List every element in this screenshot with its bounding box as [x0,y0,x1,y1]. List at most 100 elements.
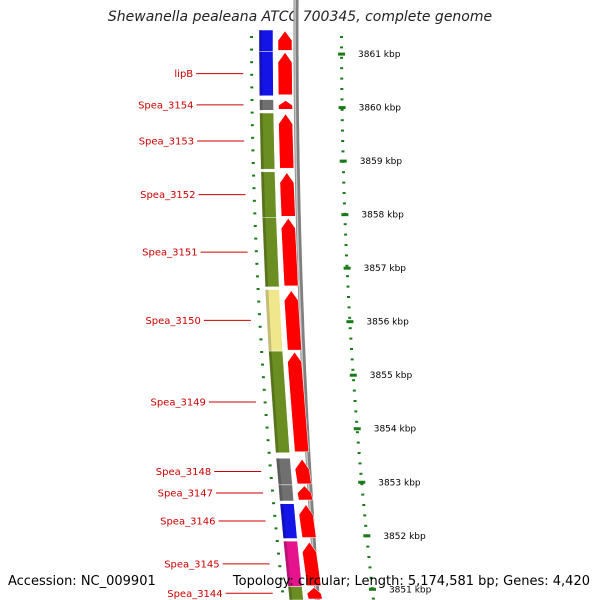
minor-tick-left [261,376,265,379]
gene-label: Spea_3147 [158,488,213,499]
minor-tick-left [250,86,254,89]
minor-tick-right [348,316,352,319]
kbp-label: 3854 kbp [374,425,417,435]
minor-tick-left [255,262,259,265]
minor-tick-left [269,477,273,479]
kbp-label: 3856 kbp [366,318,409,328]
minor-tick-right [371,597,375,600]
gene-bar [262,217,280,288]
label-leader-lines [196,73,273,594]
minor-tick-right [362,504,366,506]
strand-arrow [306,587,323,600]
minor-tick-right [344,244,348,246]
minor-tick-left [274,527,278,530]
strand-arrow [278,113,295,169]
minor-tick-left [275,540,279,542]
kbp-label: 3861 kbp [358,50,401,60]
major-tick [346,320,354,324]
minor-tick-right [369,576,373,579]
minor-tick-left [273,514,277,517]
major-tick [343,266,351,270]
gene-label: Spea_3146 [160,517,215,528]
minor-tick-left [253,212,257,215]
gene-bar-shade [262,217,269,287]
minor-tick-right [340,36,344,38]
major-tick [338,106,346,110]
strand-arrow [284,290,302,351]
minor-tick-left [281,590,285,593]
gene-bar-shade [276,458,282,485]
minor-tick-right [340,98,344,101]
minor-tick-right [363,514,367,517]
gene-bar-shade [259,99,263,111]
minor-tick-right [361,493,365,496]
minor-tick-left [263,401,267,404]
minor-tick-right [341,150,345,153]
gene-bar-shade [288,586,293,600]
kbp-label: 3857 kbp [364,264,407,274]
minor-tick-left [264,414,268,416]
minor-tick-right [359,472,363,475]
minor-tick-right [354,410,358,413]
strand-arrow [297,485,314,501]
minor-tick-right [340,129,344,132]
minor-tick-right [356,441,360,444]
minor-tick-right [340,46,344,49]
minor-tick-right [347,306,351,309]
strand-arrow [277,51,293,96]
minor-tick-right [357,452,361,454]
minor-tick-right [340,119,344,122]
minor-tick-right [346,285,350,288]
gene-label: Spea_3148 [156,467,211,478]
accession-text: Accession: NC_009901 [8,574,156,589]
gene-label: Spea_3152 [140,190,195,201]
gene-bar-shade [280,503,287,539]
gene-label: Spea_3149 [150,397,205,408]
kbp-label: 3858 kbp [361,211,404,221]
major-tick [349,373,357,377]
gene-label: Spea_3145 [164,559,219,570]
minor-tick-right [340,108,344,111]
kbp-label: 3855 kbp [370,371,413,381]
minor-tick-right [350,358,354,361]
gene-label: lipB [174,69,193,80]
minor-tick-left [252,199,256,202]
minor-tick-right [340,67,344,70]
minor-tick-left [250,61,254,64]
minor-tick-right [347,296,351,298]
minor-tick-right [360,483,364,486]
minor-tick-left [252,174,256,177]
gene-bar-shade [265,289,272,352]
minor-tick-left [250,73,254,76]
gene-labels: lipB Spea_3154 Spea_3153 Spea_3152 Spea_3151… [138,69,223,600]
gene-bar [268,350,290,454]
kbp-labels: 3861 kbp 3860 kbp 3859 kbp 3858 kbp 3857 kbp… [358,50,432,595]
minor-tick-right [355,420,359,423]
gene-bar-shade [278,484,283,501]
minor-tick-left [254,250,258,253]
gene-bar [259,112,276,170]
minor-tick-left [265,426,269,429]
minor-tick-right [367,556,371,558]
strand-arrow [294,458,312,485]
minor-tick-left [251,162,255,164]
gene-label: Spea_3153 [139,137,194,148]
minor-tick-right [344,233,348,236]
minor-tick-right [353,400,357,402]
minor-tick-left [262,388,266,391]
gene-label: Spea_3150 [145,316,200,327]
minor-tick-left [255,275,259,278]
minor-tick-left [260,351,264,353]
strand-arrow-track [277,30,323,600]
major-tick [353,427,361,431]
strand-arrow [277,30,293,51]
minor-tick-left [272,502,276,505]
minor-tick-right [364,524,368,527]
minor-tick-right [351,368,355,371]
kbp-label: 3851 kbp [389,585,432,595]
minor-tick-right [345,264,349,267]
minor-tick-right [358,462,362,465]
minor-tick-left [250,36,254,38]
gene-bar [287,586,304,600]
